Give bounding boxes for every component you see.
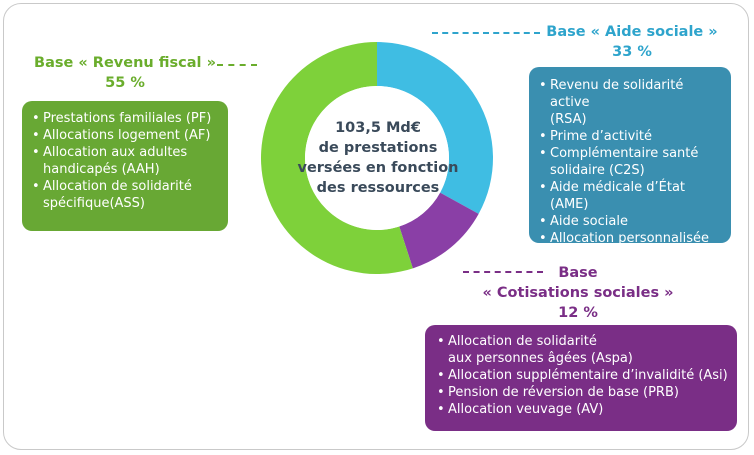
box-revenu-fiscal: Prestations familiales (PF) Allocations …: [22, 101, 228, 231]
leader-dots-revenu: [217, 64, 257, 66]
center-line-4: des ressources: [316, 180, 440, 196]
slice-revenu-fiscal: [261, 42, 413, 274]
list-item: Allocations logement (AF): [32, 127, 220, 144]
list-item: Revenu de solidarité active (RSA): [539, 77, 723, 128]
list-item: Prime d’activité: [539, 128, 723, 145]
center-line-2: de prestations: [318, 140, 438, 156]
list-item: Allocation veuvage (AV): [437, 401, 729, 418]
list-item: Aide sociale: [539, 213, 723, 230]
list-item: Allocation aux adultes handicapés (AAH): [32, 144, 220, 178]
center-line-3: versées en fonction: [297, 160, 459, 176]
series-name: Base: [558, 265, 598, 281]
list-item: Allocation de solidarité aux personnes â…: [437, 333, 729, 367]
list-item: Pension de réversion de base (PRB): [437, 384, 729, 401]
list-item: Allocation personnalisée d’autonomie(APA…: [539, 230, 723, 264]
donut-hole: [305, 86, 449, 230]
label-aide-sociale: Base « Aide sociale » 33 %: [542, 22, 722, 62]
list-item: Aide médicale d’État (AME): [539, 179, 723, 213]
series-percent: 33 %: [612, 44, 652, 60]
series-name: Base « Revenu fiscal »: [34, 55, 216, 71]
slice-aide-sociale: [377, 42, 493, 214]
list-item: Allocation de solidarité spécifique(ASS): [32, 178, 220, 212]
chart-frame: [3, 3, 749, 450]
leader-dots-aide: [432, 32, 540, 34]
leader-dots-cotisations: [463, 271, 543, 273]
box-cotisations: Allocation de solidarité aux personnes â…: [425, 325, 737, 431]
center-total-label: 103,5 Md€ de prestations versées en fonc…: [293, 118, 463, 198]
center-line-1: 103,5 Md€: [335, 120, 421, 136]
list-item: Allocation supplémentaire d’invalidité (…: [437, 367, 729, 384]
box-aide-sociale: Revenu de solidarité active (RSA) Prime …: [529, 67, 731, 263]
series-name: « Cotisations sociales »: [482, 285, 674, 301]
list-item: Prestations familiales (PF): [32, 110, 220, 127]
series-percent: 55 %: [105, 75, 145, 91]
slice-cotisations-sociales: [399, 192, 479, 269]
label-cotisations: Base « Cotisations sociales » 12 %: [478, 263, 678, 323]
series-percent: 12 %: [558, 305, 598, 321]
label-revenu-fiscal: Base « Revenu fiscal » 55 %: [30, 53, 220, 93]
list-item: Complémentaire santé solidaire (C2S): [539, 145, 723, 179]
series-name: Base « Aide sociale »: [546, 24, 718, 40]
